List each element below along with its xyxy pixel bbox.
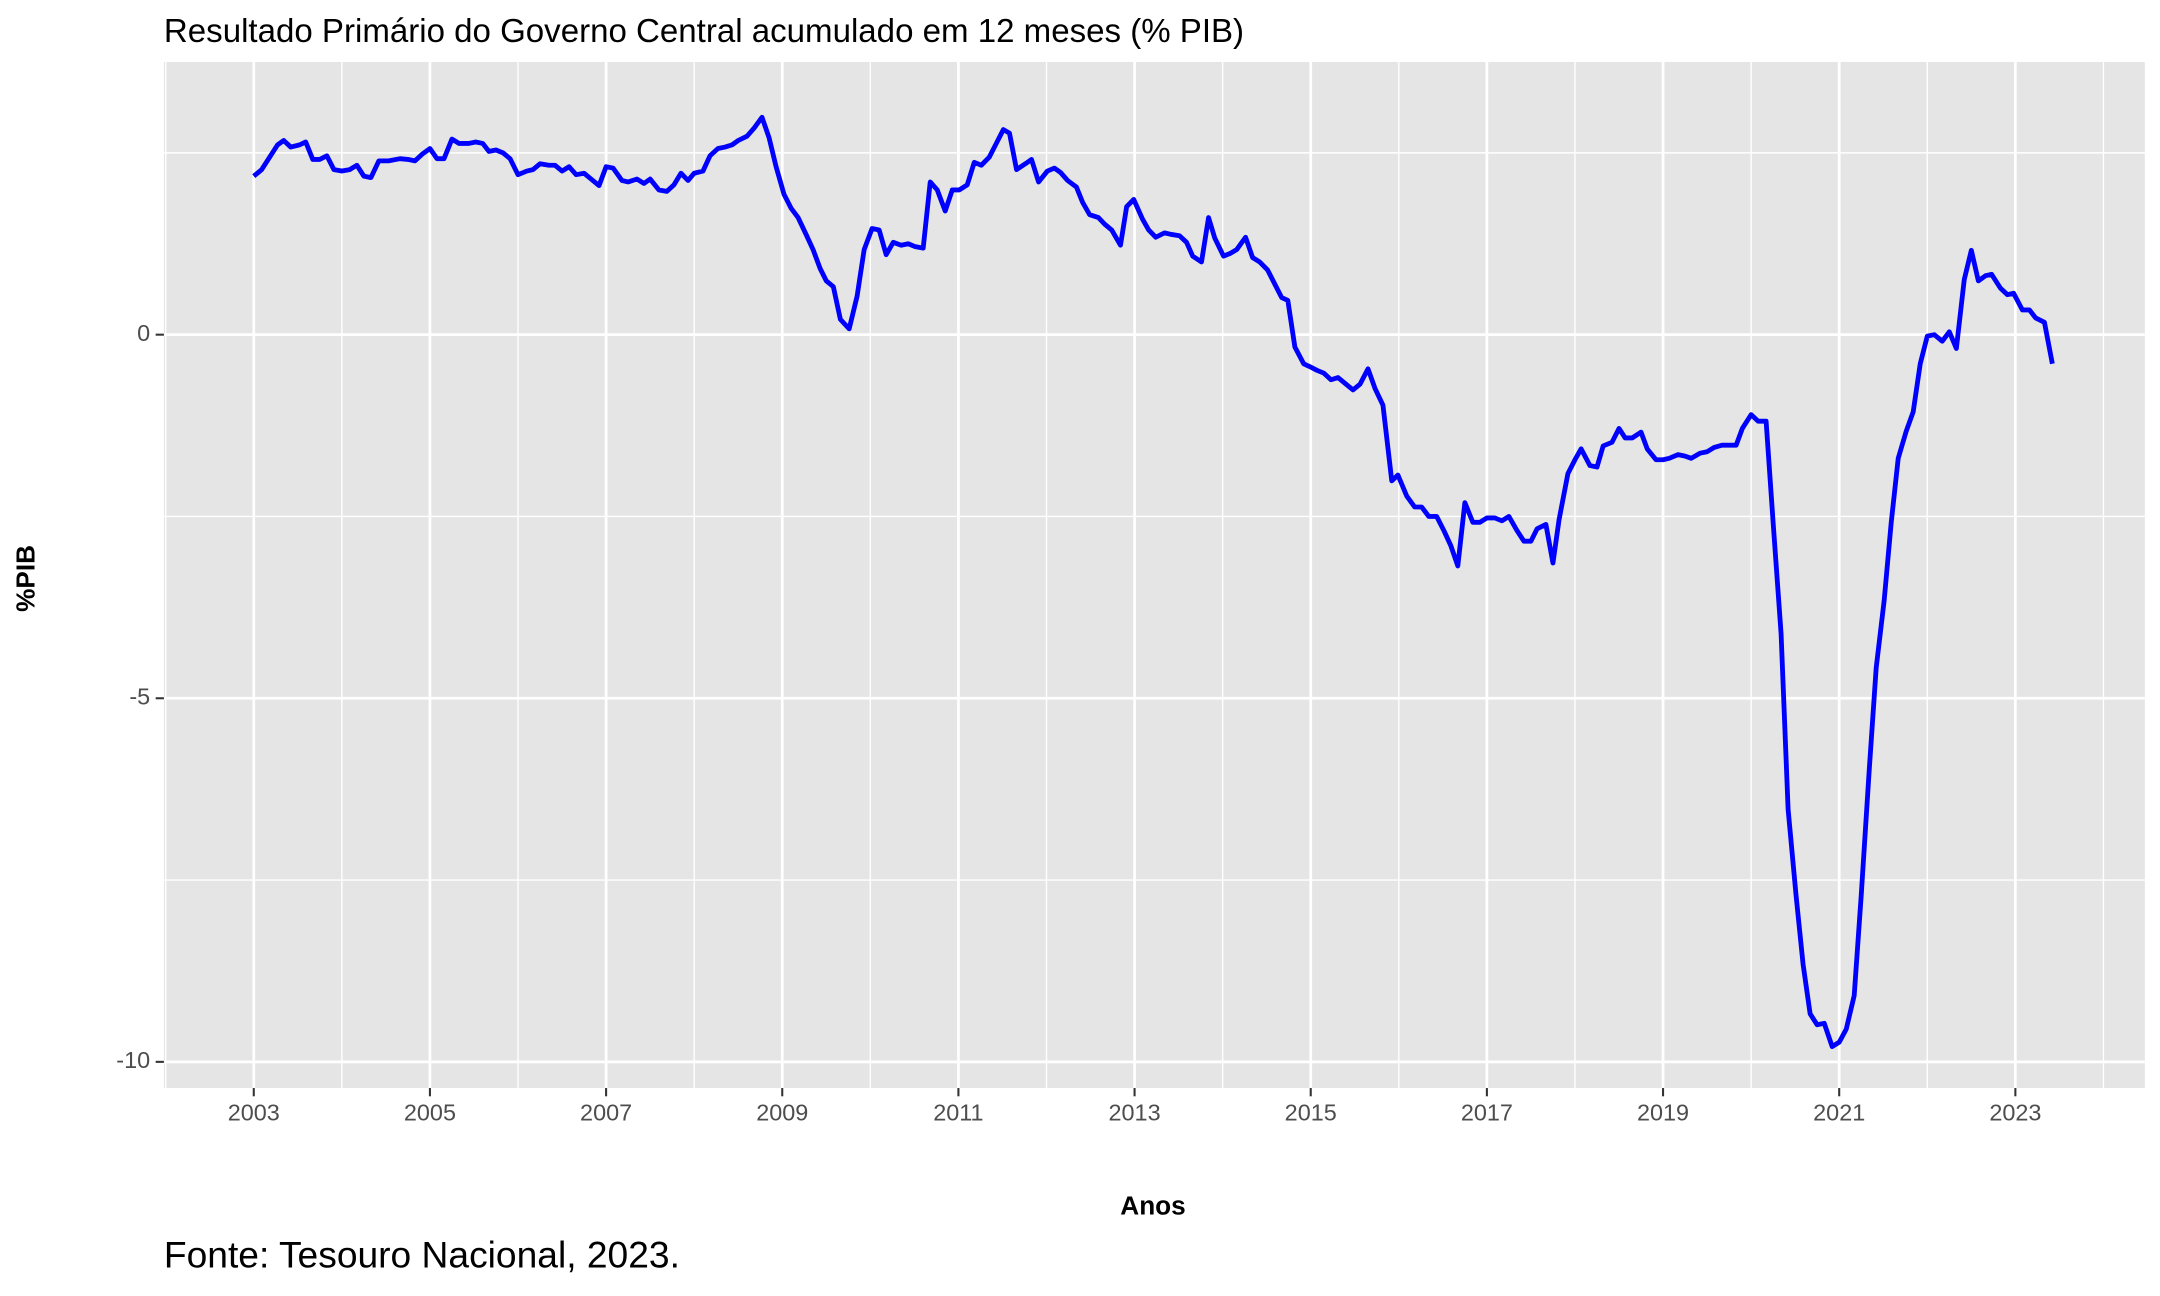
x-tick-label: 2021 [1813,1099,1865,1125]
x-tick-label: 2011 [933,1099,983,1125]
x-tick-label: 2019 [1637,1099,1689,1125]
x-tick-label: 2023 [1989,1099,2041,1125]
grid [163,61,2145,1089]
x-tick-label: 2017 [1461,1099,1513,1125]
chart-title: Resultado Primário do Governo Central ac… [164,13,1244,50]
x-tick-label: 2005 [404,1099,456,1125]
data-line [252,114,2055,1049]
x-tick-label: 2015 [1285,1099,1337,1125]
x-tick-label: 2013 [1109,1099,1161,1125]
y-tick-label: -5 [129,683,150,709]
x-tick-label: 2003 [228,1099,280,1125]
y-tick-label: -10 [116,1047,150,1073]
y-tick-label: 0 [137,320,150,346]
plot-background [163,61,2145,1089]
marks [252,114,2055,1049]
caption: Fonte: Tesouro Nacional, 2023. [164,1233,680,1275]
x-tick-label: 2009 [756,1099,808,1125]
x-tick-label: 2007 [580,1099,632,1125]
x-axis-label: Anos [1120,1191,1185,1221]
y-axis-label: %PIB [10,545,40,612]
